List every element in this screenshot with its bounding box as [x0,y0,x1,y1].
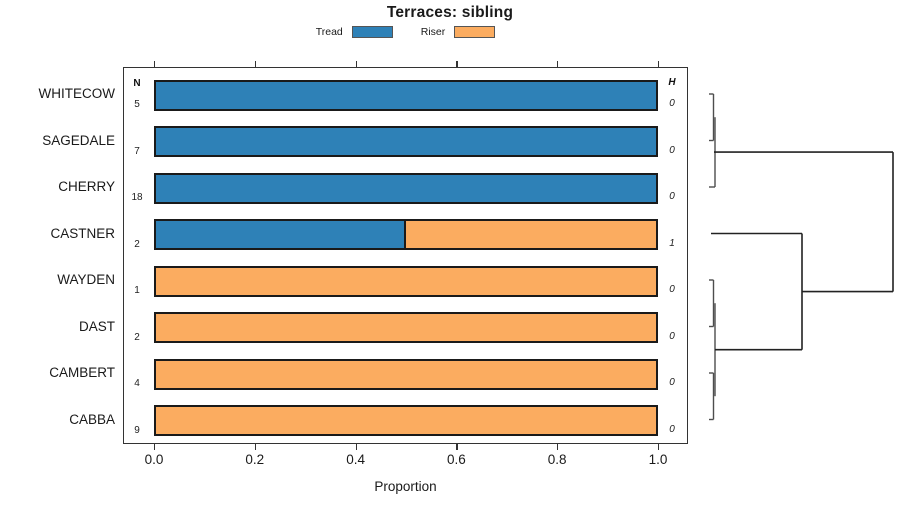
legend-swatch-riser [454,26,496,38]
x-axis-tick [658,444,660,450]
bar-row-castner [154,219,658,250]
h-value: 0 [669,98,675,109]
bar-row-cambert [154,358,658,390]
x-tick-label: 0.8 [547,452,567,467]
legend-item-tread: Tread [316,26,393,38]
category-label-whitecow: WHITECOW [38,86,116,101]
n-value: 1 [134,285,140,296]
bar-segment-tread [154,79,658,111]
legend-swatch-tread [351,26,393,38]
x-axis-tick [658,61,660,67]
h-value: 0 [669,330,675,342]
x-axis-tick [456,61,458,67]
x-tick-label: 0.0 [144,452,164,467]
n-column-header: N [133,78,141,89]
n-value: 4 [134,378,140,389]
h-value: 0 [669,191,675,202]
x-axis-tick [254,61,256,67]
category-label-cambert: CAMBERT [49,365,115,380]
x-axis-title: Proportion [374,479,437,494]
bar-row-cherry [154,172,658,204]
category-label-sagedale: SAGEDALE [42,132,115,148]
x-tick-label: 0.2 [245,452,265,467]
bar-segment-riser [404,219,658,250]
bar-row-sagedale [154,126,658,157]
bar-row-whitecow [154,79,658,111]
category-label-castner: CASTNER [50,225,115,241]
bar-segment-riser [154,312,658,343]
x-axis-tick [557,444,559,450]
bar-row-cabba [154,405,658,436]
h-value: 0 [669,284,675,295]
h-value: 0 [669,377,675,388]
plot-area: Proportion 0.0 0.2 0.4 0.6 0.8 1.0 [123,61,688,494]
n-value: 5 [134,99,140,110]
x-axis-tick [557,61,559,67]
n-value: 7 [134,145,140,157]
category-label-cherry: CHERRY [58,179,115,194]
x-axis-tick [355,61,357,67]
h-column-header: H [668,77,676,88]
x-axis-tick [456,444,458,450]
x-tick-label: 1.0 [648,452,668,467]
h-value: 0 [669,144,675,156]
legend: Tread Riser [123,26,688,38]
bar-segment-tread [154,126,658,157]
bar-segment-riser [154,405,658,436]
legend-label: Riser [420,26,446,38]
chart-title: Terraces: sibling [386,4,514,21]
n-value: 9 [134,424,140,436]
n-value: 2 [134,238,140,250]
category-label-cabba: CABBA [69,411,115,427]
legend-label: Tread [315,26,343,38]
category-label-dast: DAST [78,318,115,334]
n-value: 2 [134,331,140,343]
bar-segment-riser [154,358,658,390]
x-axis-tick [154,444,156,450]
bar-segment-tread [154,219,406,250]
x-tick-label: 0.6 [447,452,466,467]
x-tick-label: 0.4 [346,452,365,467]
n-value: 18 [131,192,143,203]
h-value: 0 [669,423,675,435]
bar-row-dast [154,312,658,343]
legend-item-riser: Riser [421,26,496,38]
bar-segment-riser [154,265,658,297]
bar-segment-tread [154,172,658,204]
h-value: 1 [669,237,675,249]
x-axis-tick [154,61,156,67]
bar-row-wayden [154,265,658,297]
category-label-wayden: WAYDEN [57,272,115,287]
x-axis-tick [254,444,256,450]
x-axis-tick [355,444,357,450]
